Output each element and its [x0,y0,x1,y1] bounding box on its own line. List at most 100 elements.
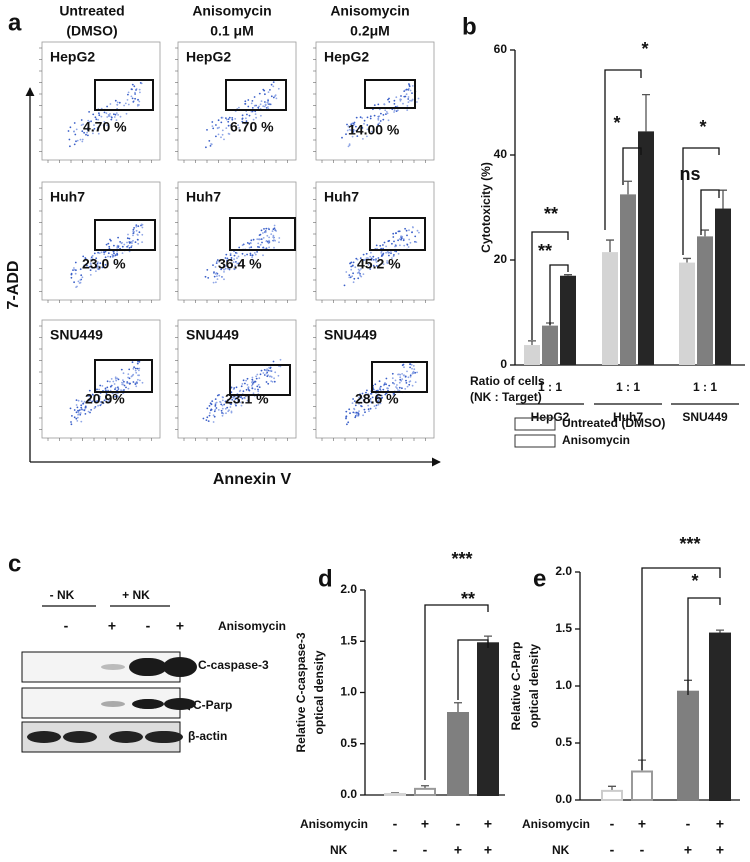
event-dot [224,265,227,268]
event-dot [409,375,412,378]
event-dot [352,131,355,133]
condition-sign: + [684,842,692,858]
percent-label: 14.00 % [348,122,400,138]
event-dot [92,113,95,116]
column-header: Untreated [59,3,124,19]
significance-bracket [641,567,721,770]
event-dot [249,254,252,256]
event-dot [216,278,219,280]
event-dot [86,131,88,134]
event-dot [91,267,94,269]
event-dot [118,101,121,104]
event-dot [221,396,224,398]
event-dot [141,381,144,384]
event-dot [416,229,419,232]
event-dot [381,396,384,399]
event-dot [130,95,133,98]
event-dot [88,266,91,268]
band [149,731,183,743]
event-dot [109,385,112,388]
event-dot [241,114,244,117]
event-dot [414,381,417,383]
event-dot [214,266,217,268]
event-dot [88,389,91,392]
cell-line-label: Huh7 [186,189,221,205]
event-dot [235,386,238,389]
event-dot [382,118,385,121]
event-dot [369,258,371,261]
event-dot [360,405,362,407]
event-dot [133,366,136,369]
event-dot [215,262,218,264]
event-dot [214,408,217,411]
significance-bracket [687,597,721,695]
event-dot [379,244,382,247]
event-dot [96,388,98,391]
event-dot [100,401,103,403]
event-dot [398,373,400,376]
event-dot [92,132,94,135]
event-dot [120,368,123,371]
event-dot [259,243,262,246]
event-dot [252,392,255,395]
significance-label: *** [451,549,472,569]
event-dot [366,116,369,119]
percent-label: 28.6 % [355,391,399,407]
event-dot [75,128,78,131]
event-dot [218,261,221,263]
event-dot [90,409,92,411]
gate [371,361,428,393]
event-dot [226,257,229,260]
event-dot [113,395,115,398]
event-dot [244,122,247,125]
event-dot [227,118,230,120]
event-dot [249,252,252,255]
event-dot [365,257,368,259]
event-dot [405,379,407,382]
event-dot [238,106,240,109]
event-dot [85,263,88,265]
event-dot [409,374,412,377]
event-dot [354,411,356,414]
condition-sign: - [610,842,615,858]
significance-label: * [699,117,706,137]
event-dot [258,105,260,108]
event-dot [213,275,216,278]
event-dot [365,391,367,394]
event-dot [345,416,347,418]
event-dot [108,398,111,401]
event-dot [262,372,265,374]
event-dot [141,241,144,244]
event-dot [233,258,236,261]
band [109,731,143,743]
event-dot [217,409,220,411]
event-dot [270,83,273,86]
error-bar [454,702,462,713]
band [133,699,163,709]
event-dot [116,253,119,256]
event-dot [251,258,254,261]
event-dot [263,374,266,376]
event-dot [265,369,268,372]
event-dot [109,380,111,383]
event-dot [97,118,99,121]
y-axis-label: Relative C-Parp [509,642,523,731]
event-dot [75,140,77,143]
flow-x-label: Annexin V [213,471,292,488]
event-dot [367,393,369,395]
event-dot [358,396,360,399]
event-dot [132,101,135,103]
event-dot [259,103,262,106]
event-dot [99,384,102,387]
ratio-label: 1 : 1 [538,380,562,394]
event-dot [244,103,247,105]
significance-bracket [549,264,569,325]
event-dot [375,404,378,407]
event-dot [369,268,372,270]
event-cloud [67,82,143,148]
event-dot [347,145,350,148]
event-dot [251,100,254,102]
event-dot [91,400,93,403]
event-dot [392,382,394,384]
cell-line-label: SNU449 [50,327,103,343]
